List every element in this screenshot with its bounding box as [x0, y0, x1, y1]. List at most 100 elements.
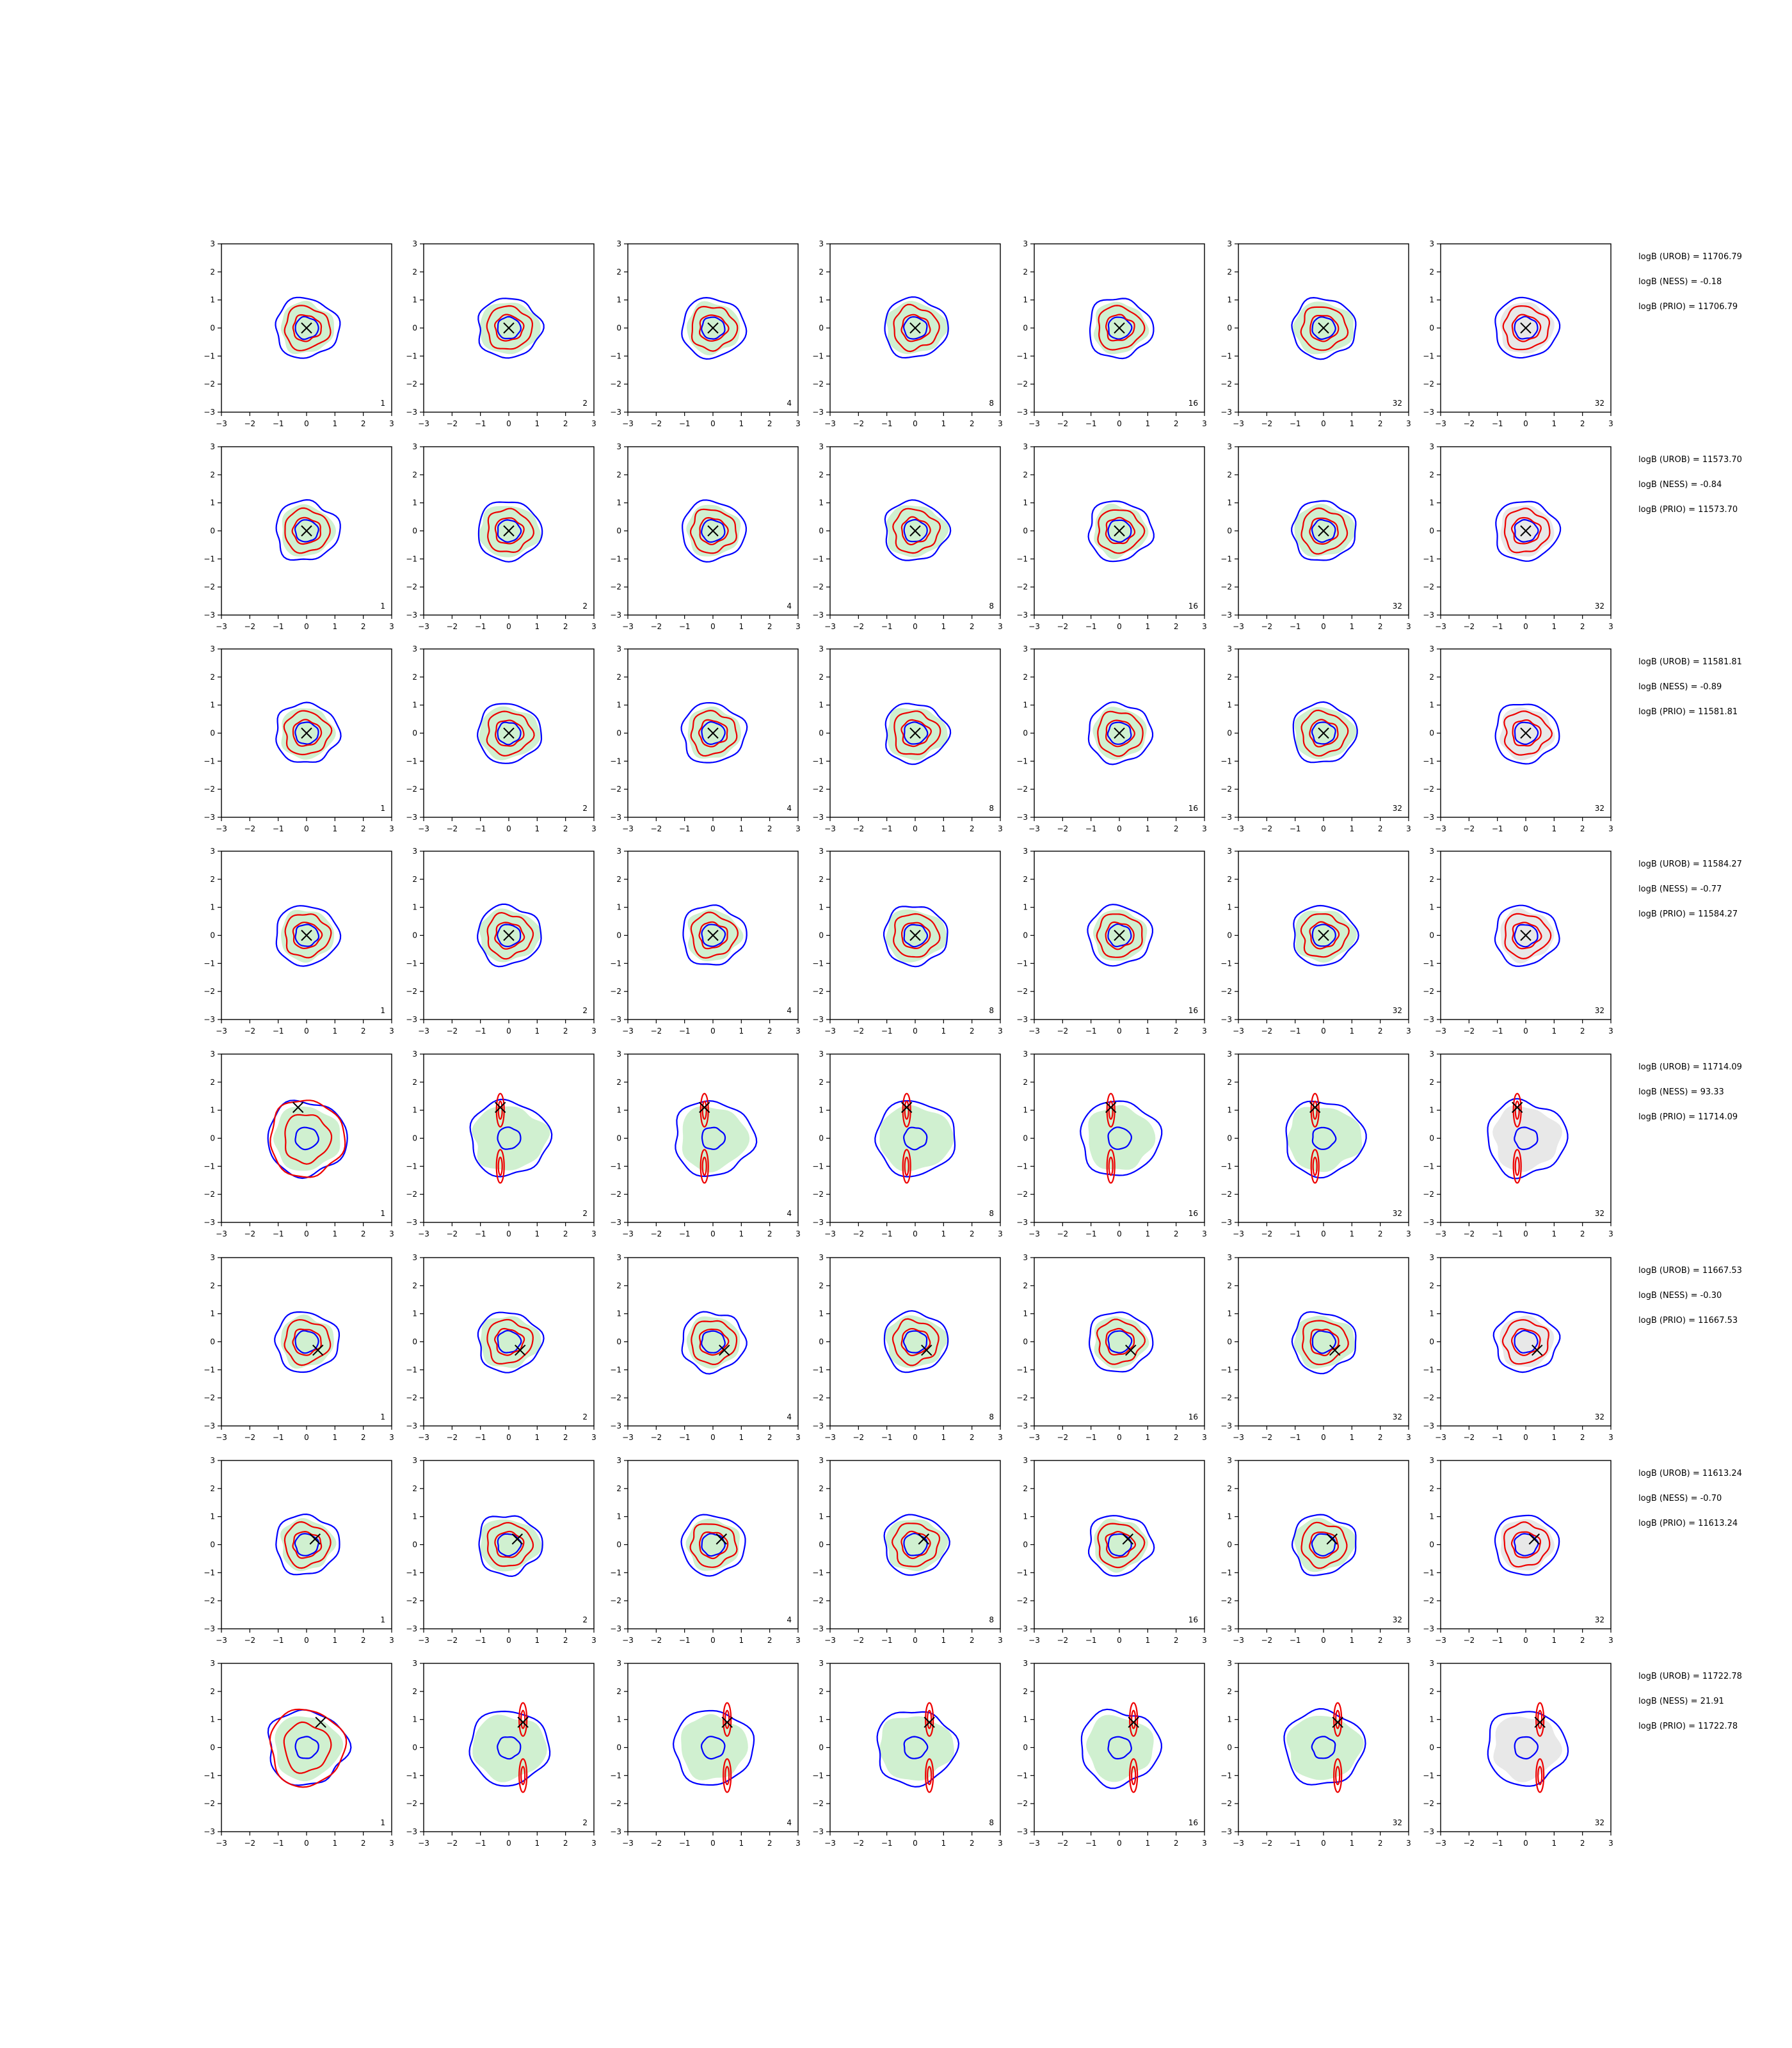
x-tick-label: −3 — [1435, 419, 1446, 428]
y-tick-label: −1 — [406, 756, 417, 765]
y-tick-label: −1 — [1016, 554, 1028, 563]
y-tick-label: 2 — [616, 470, 621, 479]
y-tick-label: 3 — [1023, 1659, 1028, 1668]
y-tick-label: 1 — [1227, 903, 1232, 912]
y-tick-label: 3 — [210, 1050, 215, 1059]
corner-label: 32 — [1595, 399, 1604, 408]
red-contour — [1312, 1156, 1318, 1176]
x-tick-label: −3 — [216, 1027, 227, 1036]
x-tick-label: 2 — [970, 1433, 975, 1442]
subplot-r5-c1: −3 −2 −1 0 1 2 3 −3 −2 −1 0 1 2 3 1 — [204, 1050, 394, 1238]
x-tick-label: 2 — [361, 1839, 366, 1848]
x-tick-label: 0 — [304, 1229, 309, 1238]
true-value-marker — [1318, 727, 1329, 739]
x-tick-label: −3 — [622, 622, 634, 631]
y-tick-label: 2 — [1023, 673, 1028, 682]
y-tick-label: 0 — [210, 324, 215, 333]
true-value-marker — [1520, 525, 1532, 537]
red-contour — [699, 314, 730, 342]
y-tick-label: −3 — [1220, 1624, 1232, 1633]
x-tick-label: 0 — [506, 622, 511, 631]
blue-contour-inner — [903, 924, 929, 948]
blue-contour-inner — [1107, 721, 1132, 745]
y-tick-label: −2 — [406, 1799, 417, 1808]
blue-contour-inner — [1107, 1126, 1133, 1150]
y-tick-label: 1 — [412, 1715, 417, 1724]
y-tick-label: 0 — [1227, 324, 1232, 333]
x-tick-label: 0 — [913, 1433, 918, 1442]
x-tick-label: 3 — [1608, 824, 1613, 833]
y-tick-label: 3 — [412, 1456, 417, 1465]
x-tick-label: 2 — [767, 419, 772, 428]
corner-label: 8 — [989, 1209, 994, 1218]
subplot-r7-c2: −3 −2 −1 0 1 2 3 −3 −2 −1 0 1 2 3 2 — [406, 1456, 596, 1645]
y-tick-label: 3 — [412, 442, 417, 451]
x-tick-label: −3 — [216, 824, 227, 833]
subplot-r8-c4: −3 −2 −1 0 1 2 3 −3 −2 −1 0 1 2 3 8 — [812, 1659, 1003, 1848]
x-tick-label: 2 — [970, 622, 975, 631]
red-contour — [487, 508, 535, 554]
true-value-marker — [1114, 525, 1125, 537]
x-tick-label: −2 — [1463, 1636, 1475, 1645]
y-tick-label: −3 — [406, 408, 417, 417]
density-fill — [1286, 1715, 1364, 1780]
x-tick-label: −3 — [418, 1027, 429, 1036]
y-tick-label: −3 — [406, 1421, 417, 1430]
blue-contour-inner — [1107, 519, 1132, 543]
y-tick-label: −1 — [406, 1365, 417, 1374]
y-tick-label: −3 — [610, 1624, 621, 1633]
y-tick-label: −2 — [1016, 987, 1028, 996]
x-tick-label: −1 — [1492, 824, 1503, 833]
density-fill — [879, 1105, 954, 1172]
y-tick-label: −3 — [1423, 813, 1434, 822]
x-tick-label: 3 — [1406, 824, 1411, 833]
y-tick-label: 3 — [1023, 239, 1028, 248]
x-tick-label: 2 — [1174, 1229, 1179, 1238]
y-tick-label: 3 — [1023, 1050, 1028, 1059]
y-tick-label: −1 — [204, 1162, 215, 1171]
y-tick-label: 0 — [1023, 1743, 1028, 1752]
y-tick-label: −3 — [406, 813, 417, 822]
true-value-marker — [918, 1533, 930, 1545]
blue-contour-outer — [680, 701, 748, 764]
density-fill — [1493, 1716, 1562, 1782]
y-tick-label: 0 — [616, 324, 621, 333]
x-tick-label: 2 — [1580, 1636, 1585, 1645]
blue-contour-inner — [1311, 1330, 1337, 1354]
x-tick-label: −2 — [244, 622, 255, 631]
x-tick-label: 2 — [361, 1027, 366, 1036]
y-tick-label: 3 — [1429, 1659, 1434, 1668]
density-fill — [1086, 1715, 1154, 1782]
y-tick-label: 0 — [819, 931, 824, 940]
true-value-marker — [1114, 727, 1125, 739]
subplot-r8-c7: −3 −2 −1 0 1 2 3 −3 −2 −1 0 1 2 3 32 — [1423, 1659, 1613, 1848]
y-tick-label: −3 — [406, 1015, 417, 1024]
x-tick-label: −1 — [1492, 622, 1503, 631]
corner-label: 32 — [1393, 804, 1402, 813]
x-tick-label: 3 — [1202, 1636, 1207, 1645]
blue-contour-outer — [1285, 1100, 1367, 1179]
x-tick-label: 1 — [941, 1636, 947, 1645]
logb-annotation: logB (PRIO) = 11581.81 — [1638, 707, 1738, 717]
x-tick-label: 3 — [796, 824, 801, 833]
red-contour — [690, 508, 737, 554]
y-tick-label: −1 — [1016, 1365, 1028, 1374]
x-tick-label: −3 — [1233, 824, 1244, 833]
logb-annotation: logB (PRIO) = 11714.09 — [1638, 1112, 1738, 1122]
red-contour — [1300, 507, 1348, 555]
x-tick-label: 1 — [535, 419, 540, 428]
x-tick-label: 3 — [998, 1229, 1003, 1238]
corner-label: 32 — [1393, 1006, 1402, 1015]
true-value-marker — [1114, 322, 1125, 334]
red-contour — [1333, 1702, 1343, 1737]
subplot-r3-c2: −3 −2 −1 0 1 2 3 −3 −2 −1 0 1 2 3 2 — [406, 644, 596, 833]
y-tick-label: −3 — [1220, 408, 1232, 417]
x-tick-label: −2 — [446, 1027, 458, 1036]
y-tick-label: 1 — [819, 1106, 824, 1115]
red-contour — [486, 911, 534, 960]
y-tick-label: 1 — [1023, 1309, 1028, 1318]
x-tick-label: 3 — [1202, 1027, 1207, 1036]
true-value-marker — [1122, 1533, 1134, 1545]
subplot-r4-c1: −3 −2 −1 0 1 2 3 −3 −2 −1 0 1 2 3 1 — [204, 847, 394, 1036]
x-tick-label: 2 — [970, 419, 975, 428]
